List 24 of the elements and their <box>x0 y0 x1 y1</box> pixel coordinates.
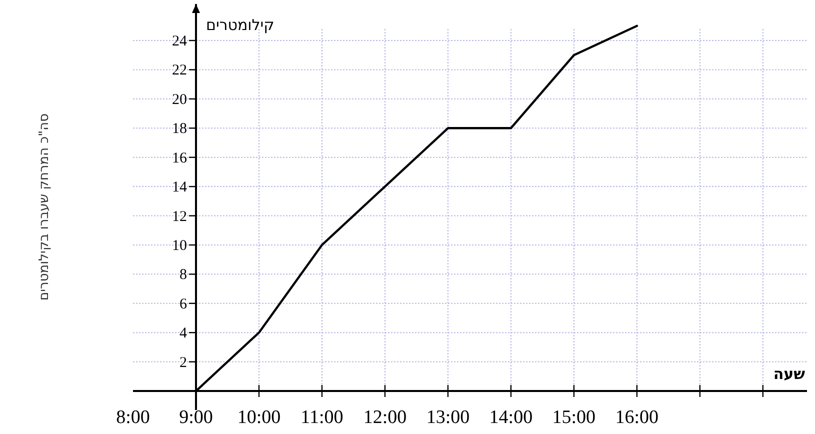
x-tick-label: 16:00 <box>615 407 659 428</box>
y-tick-label: 10 <box>172 238 187 254</box>
x-tick-label: 13:00 <box>426 407 470 428</box>
y-tick-label: 6 <box>179 296 188 312</box>
x-tick-label: 15:00 <box>552 407 596 428</box>
y-tick-label: 24 <box>172 34 188 50</box>
x-tick-label: 14:00 <box>489 407 533 428</box>
y-tick-label: 22 <box>172 62 187 79</box>
y-tick-label: 12 <box>172 208 187 225</box>
y-tick-label: 2 <box>179 354 187 371</box>
y-tick-label: 14 <box>172 180 188 196</box>
x-axis-title: שעה <box>773 365 806 384</box>
y-tick-label: 4 <box>179 326 188 342</box>
y-tick-label: 8 <box>179 267 187 284</box>
x-tick-label: 11:00 <box>300 407 344 428</box>
x-tick-label: 10:00 <box>237 407 281 428</box>
y-tick-label: 16 <box>172 150 188 166</box>
y-tick-label: 20 <box>172 92 187 108</box>
y-tick-label: 18 <box>172 121 187 138</box>
y-axis-title: סה"כ המרחק שעברו בקילומטרים <box>37 113 52 301</box>
x-tick-label: 12:00 <box>363 407 407 428</box>
x-tick-label: 9:00 <box>179 407 213 428</box>
x-tick-label: 8:00 <box>116 407 150 428</box>
annotation: קילומטרים <box>206 16 274 34</box>
